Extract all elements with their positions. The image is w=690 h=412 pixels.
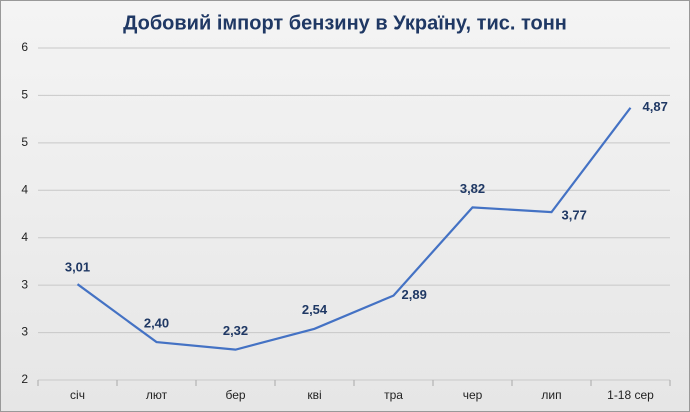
y-tick-label: 6 (21, 40, 28, 54)
y-tick-label: 3 (21, 325, 28, 339)
x-tick-label: січ (70, 388, 85, 402)
data-label: 4,87 (643, 99, 668, 114)
x-tick-label: лют (146, 388, 168, 402)
x-tick-label: тра (384, 388, 403, 402)
y-tick-label: 4 (21, 182, 28, 196)
line (76, 107, 632, 351)
x-tick-label: кві (307, 388, 321, 402)
chart-title: Добовий імпорт бензину в Україну, тис. т… (123, 12, 567, 34)
data-label: 2,32 (223, 323, 248, 338)
y-tick-label: 2 (21, 372, 28, 386)
y-tick-label: 3 (21, 277, 28, 291)
x-tick-label: чер (463, 388, 483, 402)
data-label: 3,01 (65, 260, 90, 275)
x-tick-label: 1-18 сер (607, 388, 654, 402)
data-label: 3,77 (562, 208, 587, 223)
y-tick-label: 4 (21, 230, 28, 244)
data-label: 2,89 (402, 287, 427, 302)
data-label: 3,82 (460, 181, 485, 196)
x-tick-label: лип (541, 388, 561, 402)
data-label: 2,40 (144, 315, 169, 330)
y-tick-label: 5 (21, 135, 28, 149)
x-tick-label: бер (225, 388, 245, 402)
data-label: 2,54 (302, 302, 328, 317)
y-tick-label: 5 (21, 88, 28, 102)
